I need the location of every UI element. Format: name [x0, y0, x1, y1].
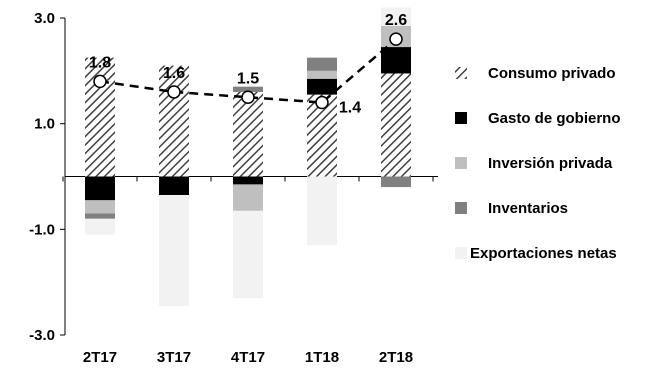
- y-tick-label: -1.0: [29, 221, 55, 238]
- legend-swatch-inventarios: [455, 202, 467, 214]
- bar-gobierno-1T18: [307, 78, 337, 95]
- bar-inversion-2T17: [85, 200, 115, 214]
- total-data-label: 1.4: [339, 100, 361, 117]
- total-data-label: 1.6: [163, 65, 185, 82]
- total-data-label: 1.5: [237, 70, 259, 87]
- total-line-layer: [93, 32, 403, 110]
- bar-exportaciones-4T17: [233, 210, 263, 299]
- total-point: [93, 74, 107, 89]
- legend-swatch-consumo: [455, 67, 467, 79]
- bar-consumo-4T17: [233, 91, 263, 177]
- bar-inventarios-4T17: [233, 86, 263, 92]
- bar-exportaciones-1T18: [307, 176, 337, 246]
- bar-gobierno-2T18: [381, 47, 411, 74]
- legend-swatch-gobierno: [455, 112, 467, 124]
- bar-inventarios-2T18: [381, 176, 411, 188]
- y-tick-label: 3.0: [34, 10, 55, 27]
- total-point: [241, 90, 255, 104]
- x-tick-label: 2T17: [83, 349, 117, 366]
- bar-gobierno-2T17: [85, 176, 115, 201]
- x-tick-label: 3T17: [157, 349, 191, 366]
- legend-label-exportaciones: Exportaciones netas: [470, 245, 617, 262]
- total-line: [99, 38, 397, 104]
- bar-inventarios-1T18: [307, 57, 337, 71]
- y-tick-label: -3.0: [29, 327, 55, 344]
- bar-exportaciones-2T18: [381, 7, 411, 26]
- x-tick-label: 1T18: [305, 349, 339, 366]
- total-data-label: 1.8: [89, 54, 111, 71]
- bar-exportaciones-3T17: [159, 194, 189, 306]
- bars-layer: [85, 7, 411, 306]
- bar-inversion-4T17: [233, 184, 263, 211]
- bar-consumo-2T18: [381, 73, 411, 177]
- legend-label-gobierno: Gasto de gobierno: [488, 110, 621, 127]
- legend-swatch-inversion: [455, 157, 467, 169]
- bar-inversion-1T18: [307, 70, 337, 79]
- labels-layer: 3.0 1.0 -1.0 -3.0 2T17 3T17 4T17 1T18 2T18 1.8 1.6…: [29, 10, 413, 366]
- bar-consumo-3T17: [159, 65, 189, 177]
- bar-gobierno-3T17: [159, 176, 189, 195]
- y-tick-label: 1.0: [34, 116, 55, 133]
- legend-swatch-exportaciones: [455, 247, 467, 259]
- bar-exportaciones-2T17: [85, 218, 115, 235]
- total-point: [167, 85, 181, 99]
- legend-label-inventarios: Inventarios: [488, 200, 568, 217]
- legend-label-inversion: Inversión privada: [488, 155, 613, 172]
- legend: Consumo privado Gasto de gobierno Inversió…: [455, 65, 621, 262]
- bar-inventarios-2T17: [85, 213, 115, 219]
- total-point: [389, 32, 403, 46]
- legend-label-consumo: Consumo privado: [488, 65, 616, 82]
- total-data-label: 2.6: [385, 12, 407, 29]
- x-tick-label: 4T17: [231, 349, 265, 366]
- total-point: [315, 95, 329, 110]
- bar-gobierno-4T17: [233, 176, 263, 185]
- x-tick-label: 2T18: [379, 349, 413, 366]
